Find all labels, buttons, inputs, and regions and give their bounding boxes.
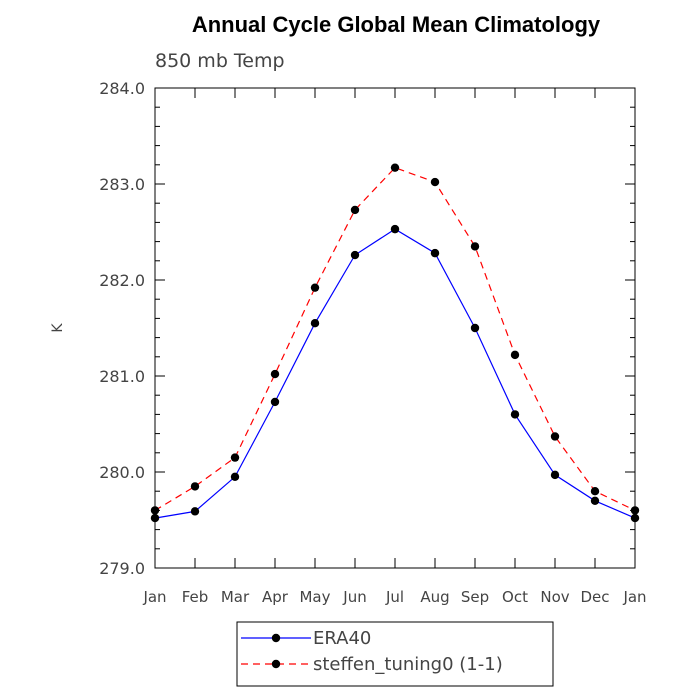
series-1-point bbox=[270, 369, 280, 379]
x-tick-label: Jan bbox=[622, 588, 646, 606]
series-1-point bbox=[630, 506, 640, 515]
legend-marker-steffen bbox=[271, 659, 281, 669]
series-1-point bbox=[590, 487, 600, 496]
x-tick-label: Jul bbox=[385, 588, 404, 606]
series-1-point bbox=[390, 163, 400, 172]
x-tick-label: Dec bbox=[580, 588, 609, 606]
series-0-point bbox=[270, 397, 280, 407]
series-1-point bbox=[230, 453, 240, 462]
chart-title: Annual Cycle Global Mean Climatology bbox=[192, 12, 601, 37]
x-tick-label: Jun bbox=[342, 588, 366, 606]
y-axis-label: K bbox=[50, 323, 66, 333]
x-tick-label: Mar bbox=[221, 588, 250, 606]
legend-box bbox=[236, 621, 554, 687]
x-tick-label: Feb bbox=[182, 588, 209, 606]
series-0-point bbox=[150, 513, 160, 523]
series-1-point bbox=[190, 482, 200, 491]
y-tick-label: 280.0 bbox=[99, 463, 145, 482]
series-1-point bbox=[150, 506, 160, 515]
chart-subtitle: 850 mb Temp bbox=[155, 50, 285, 72]
x-tick-label: Oct bbox=[502, 588, 528, 606]
y-tick-label: 279.0 bbox=[99, 559, 145, 578]
legend-label-era40: ERA40 bbox=[313, 628, 371, 649]
x-tick-label: Aug bbox=[420, 588, 449, 606]
y-tick-label: 283.0 bbox=[99, 175, 145, 194]
x-tick-label: Jan bbox=[142, 588, 166, 606]
series-1-point bbox=[430, 177, 440, 187]
series-0-point bbox=[310, 319, 320, 328]
y-tick-label: 284.0 bbox=[99, 79, 145, 98]
x-tick-label: Sep bbox=[461, 588, 489, 606]
series-line-1 bbox=[154, 167, 636, 511]
y-axis: 279.0 280.0 281.0 282.0 283.0 284.0 bbox=[99, 79, 635, 578]
y-tick-label: 282.0 bbox=[99, 271, 145, 290]
series-0-point bbox=[510, 410, 520, 419]
legend-marker-era40 bbox=[271, 633, 281, 643]
series-1-point bbox=[310, 283, 320, 292]
x-tick-label: May bbox=[299, 588, 330, 606]
y-tick-label: 281.0 bbox=[99, 367, 145, 386]
series-1-point bbox=[350, 205, 360, 215]
series-0-point bbox=[230, 472, 240, 481]
series-0-point bbox=[430, 248, 440, 258]
legend-label-steffen: steffen_tuning0 (1-1) bbox=[313, 654, 503, 675]
legend: ERA40 steffen_tuning0 (1-1) bbox=[236, 621, 554, 687]
series-0-point bbox=[630, 513, 640, 523]
series-1-point bbox=[510, 350, 520, 360]
x-axis: Jan Feb Mar Apr May Jun Jul Aug Sep Oct Nov Dec Jan bbox=[142, 88, 647, 606]
plot-frame bbox=[154, 87, 636, 569]
series-1-point bbox=[470, 242, 480, 251]
series-0-point bbox=[350, 250, 360, 260]
series-0-point bbox=[470, 323, 480, 333]
series-0-point bbox=[590, 496, 600, 505]
series-layer bbox=[150, 163, 640, 523]
series-0-point bbox=[390, 224, 400, 234]
series-line-0 bbox=[154, 228, 636, 519]
x-tick-label: Nov bbox=[540, 588, 569, 606]
series-0-point bbox=[550, 470, 560, 480]
series-1-point bbox=[550, 432, 560, 441]
series-0-point bbox=[190, 507, 200, 516]
x-tick-label: Apr bbox=[262, 588, 289, 606]
